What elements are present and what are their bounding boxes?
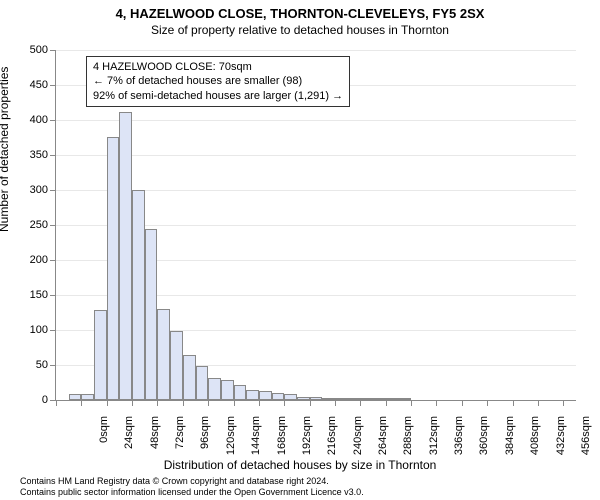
histogram-bar — [132, 190, 145, 400]
histogram-bar — [81, 394, 94, 400]
histogram-bar — [272, 393, 285, 400]
histogram-bar — [221, 380, 234, 400]
grid-line — [56, 120, 576, 121]
x-tick — [259, 400, 260, 406]
histogram-bar — [208, 378, 221, 400]
histogram-bar — [360, 398, 373, 400]
x-tick — [513, 400, 514, 406]
histogram-bar — [234, 385, 247, 400]
histogram-bar — [183, 355, 196, 401]
histogram-bar — [196, 366, 209, 400]
x-tick — [234, 400, 235, 406]
x-tick — [208, 400, 209, 406]
histogram-bar — [119, 112, 132, 400]
y-tick — [50, 295, 56, 296]
y-tick — [50, 260, 56, 261]
histogram-bar — [170, 331, 183, 400]
y-tick-label: 250 — [16, 219, 48, 231]
histogram-bar — [348, 398, 361, 400]
histogram-bar — [386, 398, 399, 400]
x-tick — [411, 400, 412, 406]
histogram-bar — [322, 398, 335, 400]
histogram-bar — [373, 398, 386, 400]
histogram-bar — [145, 229, 158, 401]
y-tick-label: 400 — [16, 114, 48, 126]
grid-line — [56, 155, 576, 156]
y-tick-label: 100 — [16, 324, 48, 336]
x-tick — [56, 400, 57, 406]
histogram-bar — [246, 390, 259, 400]
y-tick-label: 350 — [16, 149, 48, 161]
y-tick-label: 50 — [16, 359, 48, 371]
plot-area: 0501001502002503003504004505000sqm24sqm4… — [55, 50, 576, 401]
x-tick — [563, 400, 564, 406]
y-tick-label: 450 — [16, 79, 48, 91]
histogram-bar — [398, 398, 411, 400]
y-axis-title: Number of detached properties — [0, 67, 11, 232]
x-tick — [462, 400, 463, 406]
page-subtitle: Size of property relative to detached ho… — [0, 23, 600, 37]
x-tick — [360, 400, 361, 406]
histogram-bar — [157, 309, 170, 400]
y-tick-label: 300 — [16, 184, 48, 196]
x-tick — [81, 400, 82, 406]
y-tick — [50, 120, 56, 121]
histogram-bar — [310, 397, 323, 400]
x-tick — [284, 400, 285, 406]
footer: Contains HM Land Registry data © Crown c… — [20, 476, 580, 498]
histogram-bar — [284, 394, 297, 400]
histogram-bar — [69, 394, 82, 400]
y-tick — [50, 85, 56, 86]
x-tick — [132, 400, 133, 406]
histogram-bar — [297, 397, 310, 401]
x-tick — [386, 400, 387, 406]
y-tick-label: 0 — [16, 394, 48, 406]
y-tick-label: 200 — [16, 254, 48, 266]
y-tick — [50, 50, 56, 51]
y-tick — [50, 155, 56, 156]
y-tick-label: 150 — [16, 289, 48, 301]
histogram-bar — [259, 391, 272, 400]
y-tick — [50, 225, 56, 226]
histogram-bar — [107, 137, 120, 400]
histogram-bar — [335, 398, 348, 400]
y-tick — [50, 330, 56, 331]
annotation-line-3: 92% of semi-detached houses are larger (… — [93, 89, 343, 103]
y-tick — [50, 365, 56, 366]
x-tick — [157, 400, 158, 406]
x-tick — [436, 400, 437, 406]
histogram-bar — [94, 310, 107, 400]
grid-line — [56, 50, 576, 51]
chart-container: 4, HAZELWOOD CLOSE, THORNTON-CLEVELEYS, … — [0, 0, 600, 500]
y-tick-label: 500 — [16, 44, 48, 56]
x-axis-title: Distribution of detached houses by size … — [0, 458, 600, 472]
footer-line-2: Contains public sector information licen… — [20, 487, 580, 498]
footer-line-1: Contains HM Land Registry data © Crown c… — [20, 476, 580, 487]
x-tick — [183, 400, 184, 406]
annotation-line-2: ← 7% of detached houses are smaller (98) — [93, 74, 343, 88]
x-tick — [487, 400, 488, 406]
annotation-line-1: 4 HAZELWOOD CLOSE: 70sqm — [93, 60, 343, 74]
annotation-box: 4 HAZELWOOD CLOSE: 70sqm ← 7% of detache… — [86, 56, 350, 107]
page-title: 4, HAZELWOOD CLOSE, THORNTON-CLEVELEYS, … — [0, 0, 600, 21]
y-tick — [50, 190, 56, 191]
x-tick — [538, 400, 539, 406]
x-tick — [335, 400, 336, 406]
x-tick — [107, 400, 108, 406]
x-tick — [310, 400, 311, 406]
